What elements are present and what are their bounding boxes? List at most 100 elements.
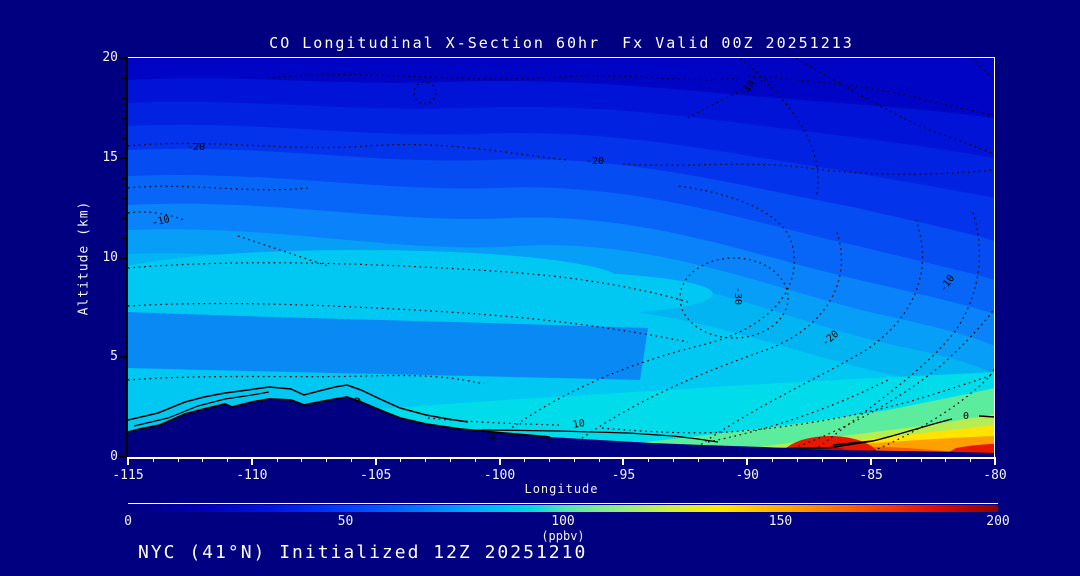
initialization-caption: NYC (41°N) Initialized 12Z 20251210	[138, 542, 588, 563]
x-minor-tick	[350, 458, 352, 462]
y-axis-line	[126, 58, 128, 458]
y-tick-label: 20	[102, 50, 118, 65]
y-minor-tick	[122, 177, 127, 179]
surface-co-maximum	[558, 388, 995, 457]
contour-label: -10	[937, 273, 958, 295]
x-minor-tick	[920, 458, 922, 462]
y-minor-tick	[122, 217, 127, 219]
y-minor-tick	[122, 237, 127, 239]
x-tick-label: -85	[859, 468, 883, 483]
colorbar-tick-label: 150	[768, 514, 793, 529]
y-major-tick	[119, 57, 127, 59]
contour-label: 0	[546, 435, 552, 444]
y-minor-tick	[122, 417, 127, 419]
x-minor-tick	[474, 458, 476, 462]
y-tick-label: 15	[102, 149, 118, 165]
x-minor-tick	[598, 458, 600, 462]
x-major-tick	[746, 458, 749, 465]
y-major-tick	[119, 456, 127, 458]
colorbar-tick-label: 0	[124, 514, 132, 529]
x-minor-tick	[772, 458, 774, 462]
y-minor-tick	[122, 297, 127, 299]
x-minor-tick	[524, 458, 526, 462]
contour-label: -10	[737, 78, 758, 100]
x-minor-tick	[400, 458, 402, 462]
x-tick-label: -110	[236, 468, 268, 483]
x-major-tick	[374, 458, 377, 465]
x-minor-tick	[970, 458, 972, 462]
y-minor-tick	[122, 437, 127, 439]
x-minor-tick	[846, 458, 848, 462]
y-major-tick	[119, 156, 127, 159]
y-tick-label: 0	[110, 449, 118, 464]
frame-right	[994, 57, 995, 458]
contour-label: 0	[354, 396, 360, 405]
y-minor-tick	[122, 377, 127, 379]
colorbar-top-line	[128, 503, 998, 504]
x-minor-tick	[276, 458, 278, 462]
x-minor-tick	[821, 458, 823, 462]
y-major-tick	[119, 356, 127, 359]
contour-label: -10	[150, 213, 171, 230]
x-minor-tick	[945, 458, 947, 462]
contour-label: -20	[820, 328, 842, 349]
x-minor-tick	[549, 458, 551, 462]
x-minor-tick	[450, 458, 452, 462]
x-minor-tick	[202, 458, 204, 462]
x-minor-tick	[697, 458, 699, 462]
x-minor-tick	[895, 458, 897, 462]
contour-label: 10	[572, 418, 586, 431]
y-minor-tick	[122, 77, 127, 79]
y-minor-tick	[122, 397, 127, 399]
y-major-tick	[119, 256, 127, 259]
colorbar-tick-label: 100	[551, 514, 575, 529]
x-axis-line	[127, 457, 996, 459]
x-minor-tick	[573, 458, 575, 462]
x-major-tick	[127, 458, 129, 465]
x-minor-tick	[722, 458, 724, 462]
y-minor-tick	[122, 317, 127, 319]
y-minor-tick	[122, 117, 127, 119]
colorbar-units-label: (ppbv)	[541, 529, 585, 543]
frame-top	[128, 57, 995, 58]
x-tick-label: -90	[735, 468, 760, 483]
contour-label: -20	[585, 156, 605, 167]
x-minor-tick	[177, 458, 179, 462]
x-tick-label: -100	[483, 468, 516, 483]
dotted-contour-group	[128, 58, 995, 457]
contour-label: -20	[186, 142, 206, 153]
x-tick-label: -115	[112, 468, 144, 483]
contour-label: 40	[486, 433, 496, 442]
x-major-tick	[870, 458, 873, 465]
y-minor-tick	[122, 197, 127, 199]
y-minor-tick	[122, 97, 127, 99]
x-minor-tick	[152, 458, 154, 462]
contour-label-layer: -20 -10 -20 -10 -30 -20 -10 10 40 0 0 0	[128, 58, 995, 457]
x-major-tick	[622, 458, 625, 465]
chart-title: CO Longitudinal X-Section 60hr Fx Valid …	[269, 34, 854, 52]
x-minor-tick	[326, 458, 328, 462]
colorbar	[128, 505, 998, 512]
y-tick-label: 5	[110, 349, 118, 365]
contour-field	[128, 58, 995, 457]
x-minor-tick	[425, 458, 427, 462]
contour-label: -30	[732, 286, 743, 306]
x-tick-label: -80	[983, 468, 1007, 483]
solid-contour-group	[128, 384, 995, 450]
x-minor-tick	[672, 458, 674, 462]
x-tick-label: -105	[360, 468, 392, 483]
colorbar-tick-label: 200	[986, 514, 1010, 529]
x-minor-tick	[301, 458, 303, 462]
plot-area: -20 -10 -20 -10 -30 -20 -10 10 40 0 0 0	[128, 58, 995, 457]
x-tick-label: -95	[611, 468, 636, 483]
x-major-tick	[250, 458, 253, 465]
y-minor-tick	[122, 137, 127, 139]
x-major-tick	[994, 458, 996, 465]
y-minor-tick	[122, 277, 127, 279]
x-minor-tick	[796, 458, 798, 462]
x-axis-title: Longitude	[524, 482, 599, 496]
contour-label: 0	[962, 411, 970, 422]
terrain-silhouette	[128, 396, 995, 457]
x-minor-tick	[648, 458, 650, 462]
